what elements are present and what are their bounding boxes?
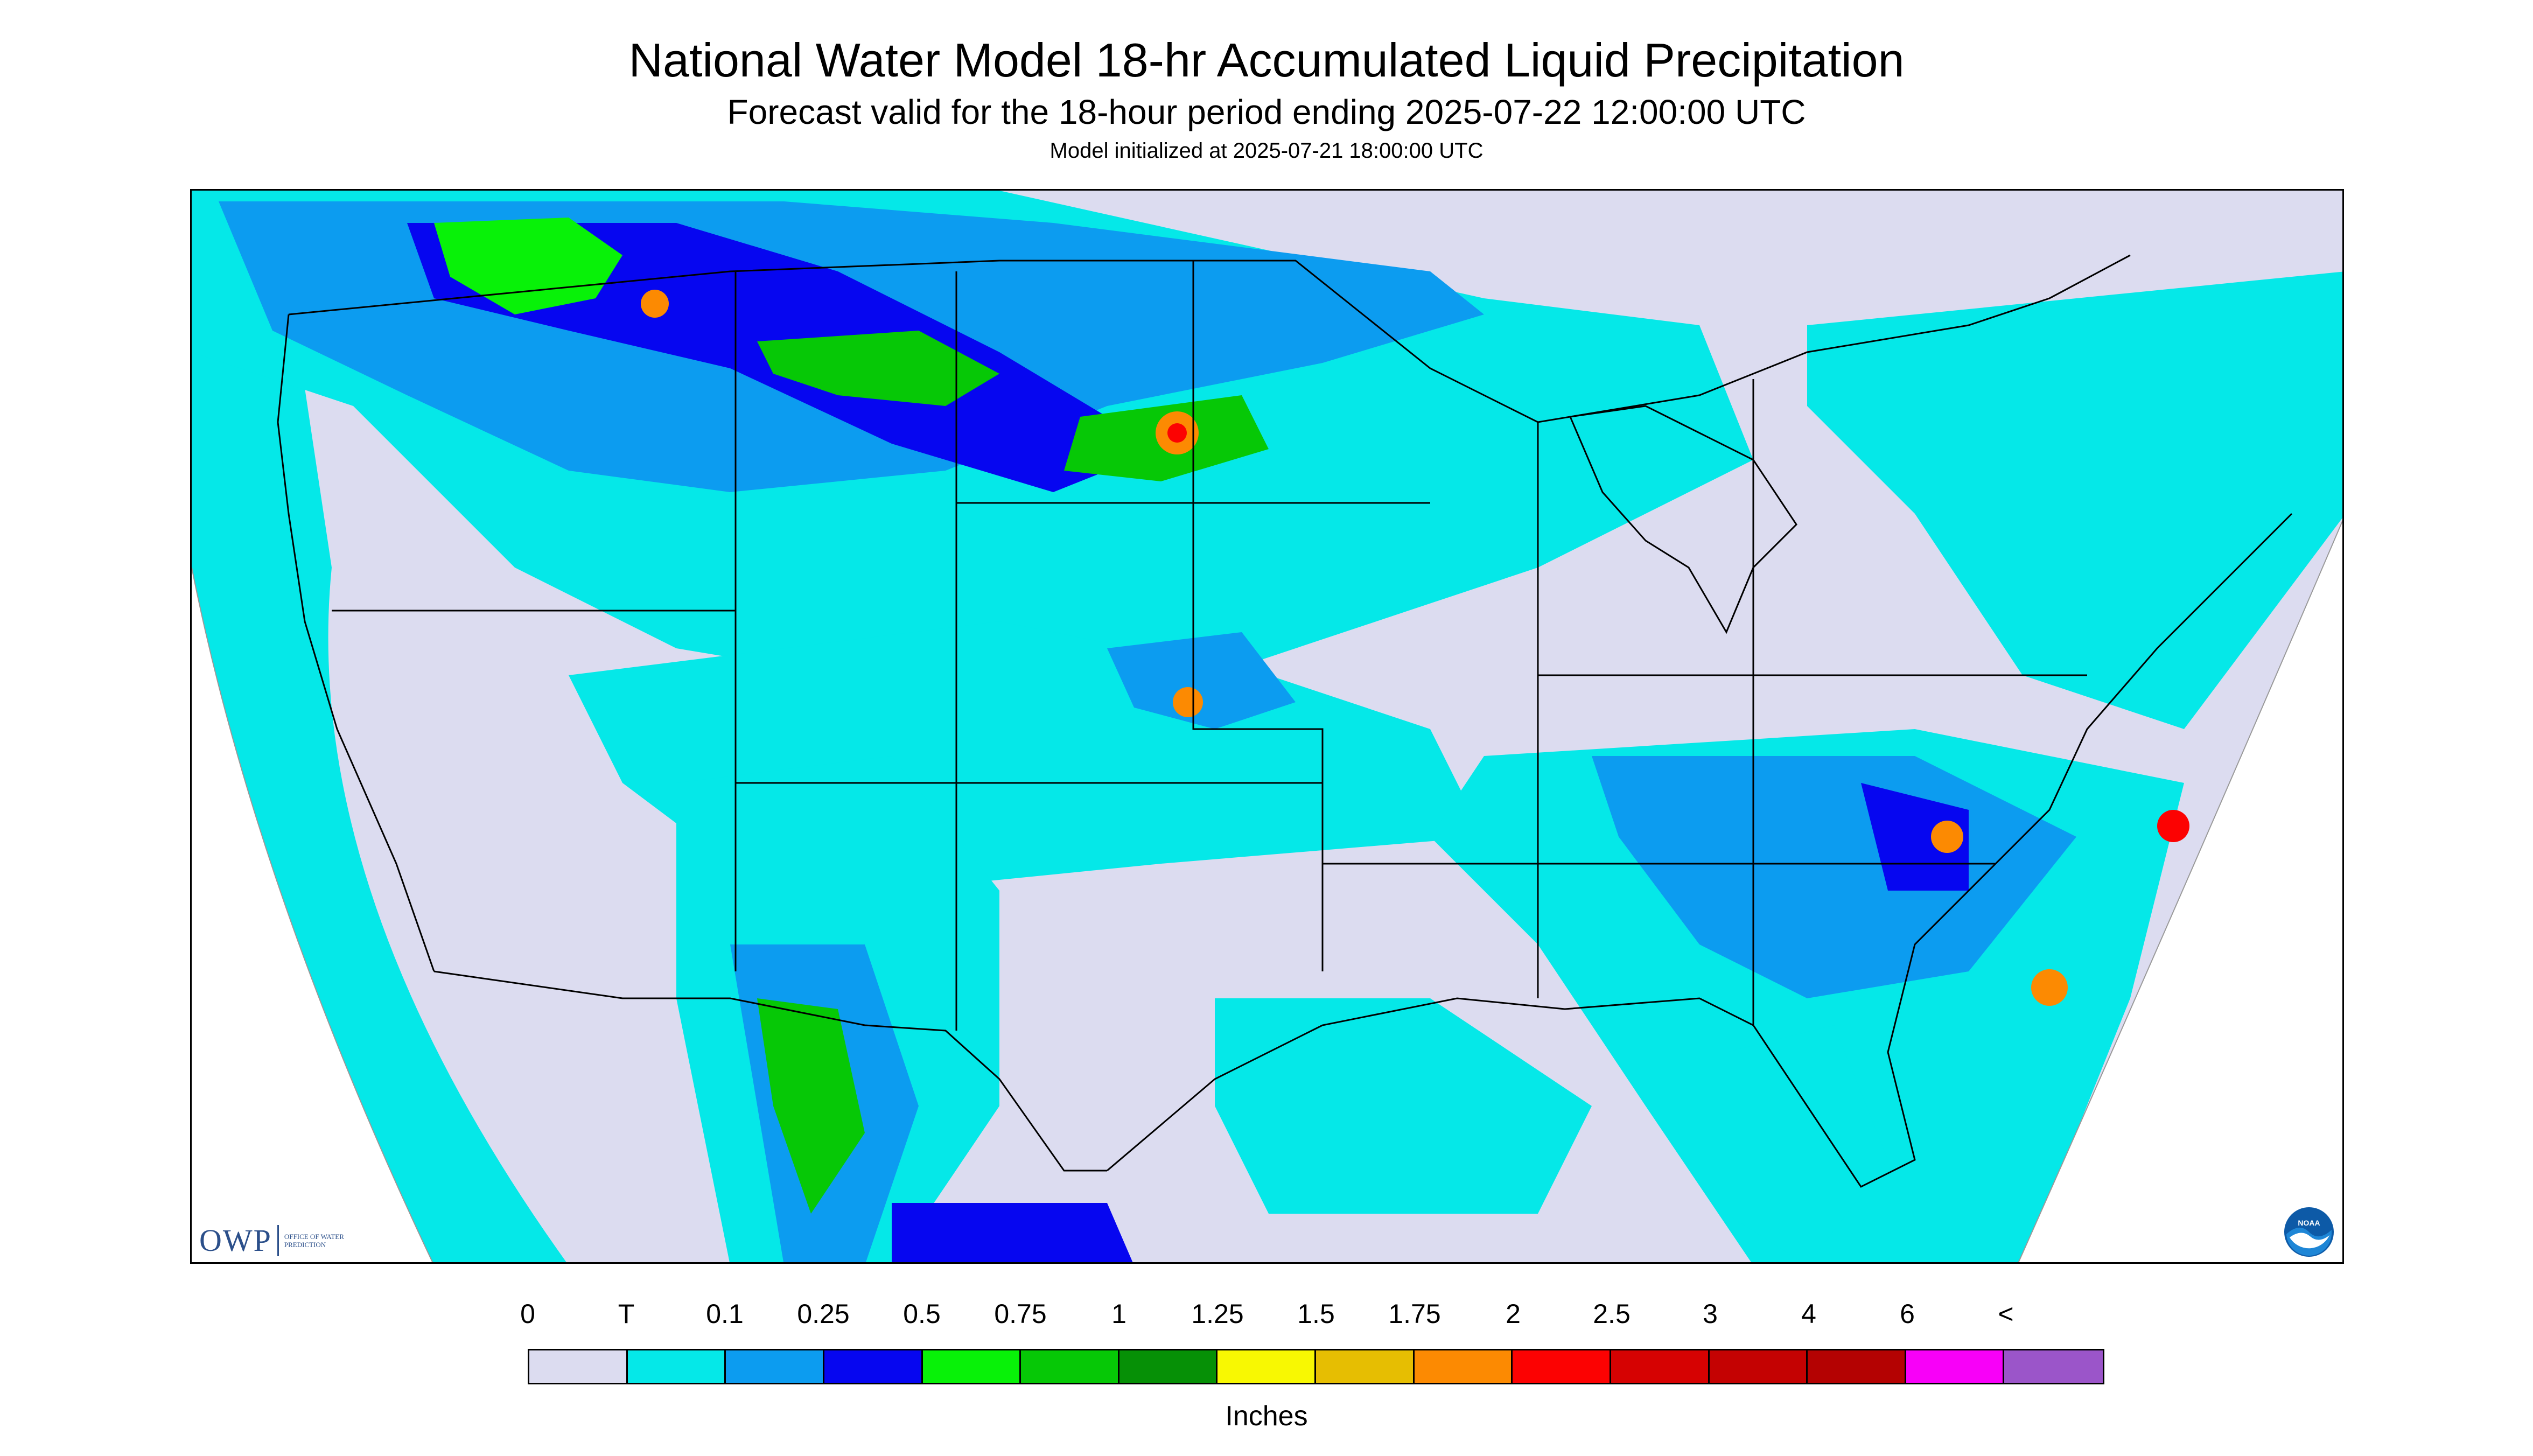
owp-logo-divider — [277, 1224, 279, 1256]
owp-logo-subtext: OFFICE OF WATER PREDICTION — [284, 1232, 344, 1249]
legend-label: 3 — [1703, 1299, 1718, 1329]
legend-label: 4 — [1801, 1299, 1816, 1329]
legend-swatch — [1316, 1350, 1415, 1383]
legend-swatch — [1709, 1350, 1808, 1383]
legend-swatch — [627, 1350, 726, 1383]
precip-trace-baja — [892, 1203, 1134, 1262]
map-subtitle: Forecast valid for the 18-hour period en… — [727, 93, 1806, 131]
precip-layer — [192, 191, 2342, 1262]
legend-label: 0.5 — [903, 1299, 941, 1329]
legend-swatch — [824, 1350, 923, 1383]
great-lakes-outline — [1569, 405, 1797, 634]
legend-swatch — [922, 1350, 1021, 1383]
legend-swatch — [1414, 1350, 1513, 1383]
legend-label: 0.75 — [994, 1299, 1047, 1329]
boundaries-layer — [277, 254, 2293, 1188]
model-init-line: Model initialized at 2025-07-21 18:00:00… — [1049, 139, 1484, 163]
gulf-coast — [1107, 513, 2293, 1188]
legend-label: < — [1998, 1299, 2014, 1329]
legend-label: 1.75 — [1388, 1299, 1441, 1329]
precip-cell-atlantic — [2157, 810, 2189, 842]
legend-label: 2.5 — [1593, 1299, 1631, 1329]
legend-label: T — [618, 1299, 635, 1329]
domain-edge — [192, 520, 2342, 1262]
legend-swatch — [1611, 1350, 1710, 1383]
legend-units: Inches — [1225, 1401, 1308, 1432]
legend-label: 0.25 — [797, 1299, 850, 1329]
legend-label: 1.5 — [1297, 1299, 1335, 1329]
legend-swatch — [2004, 1350, 2103, 1383]
legend-label: 6 — [1900, 1299, 1915, 1329]
legend-bar — [528, 1349, 2104, 1384]
legend-swatch — [529, 1350, 628, 1383]
precipitation-map[interactable] — [190, 189, 2344, 1264]
legend-swatch — [1808, 1350, 1906, 1383]
state-line-3 — [1192, 261, 1324, 971]
legend-label: 2 — [1506, 1299, 1521, 1329]
us-mexico-border — [433, 970, 1107, 1172]
owp-logo: OWP OFFICE OF WATER PREDICTION — [199, 1222, 349, 1258]
precip-trace-florida — [1726, 1025, 1888, 1262]
map-canvas — [192, 191, 2342, 1262]
precip-light-central — [1107, 632, 1296, 729]
legend-swatch — [1119, 1350, 1218, 1383]
precip-trace-gulf — [1215, 998, 1592, 1214]
us-pacific-coast — [277, 314, 435, 972]
legend-label: 1 — [1111, 1299, 1126, 1329]
legend-swatch — [1217, 1350, 1316, 1383]
precip-cell-kansas — [1173, 687, 1203, 717]
precip-heavy-north — [434, 218, 622, 314]
precip-heavy-north-2 — [757, 331, 999, 406]
legend-swatch — [1906, 1350, 2005, 1383]
precip-cell-atlantic-2 — [2031, 969, 2068, 1006]
color-legend: 0 T 0.1 0.25 0.5 0.75 1 1.25 1.5 1.75 2 2.5 3 4 6 < Inc… — [0, 1292, 2533, 1454]
legend-label: 0.1 — [706, 1299, 744, 1329]
precip-trace-northeast — [1807, 271, 2342, 729]
map-title: National Water Model 18-hr Accumulated L… — [628, 33, 1905, 87]
legend-swatch — [1513, 1350, 1611, 1383]
noaa-logo-text: NOAA — [2298, 1219, 2320, 1227]
precip-cell-carolina — [1931, 821, 1963, 853]
precip-cell-dakota-core — [1167, 423, 1187, 443]
legend-label: 0 — [520, 1299, 535, 1329]
legend-swatch — [726, 1350, 824, 1383]
legend-swatch — [1021, 1350, 1119, 1383]
noaa-logo: NOAA — [2284, 1207, 2334, 1257]
precip-moderate-southwest — [757, 998, 865, 1214]
owp-logo-text: OWP — [199, 1223, 272, 1258]
precip-cell-montana — [641, 290, 669, 318]
legend-label: 1.25 — [1191, 1299, 1244, 1329]
